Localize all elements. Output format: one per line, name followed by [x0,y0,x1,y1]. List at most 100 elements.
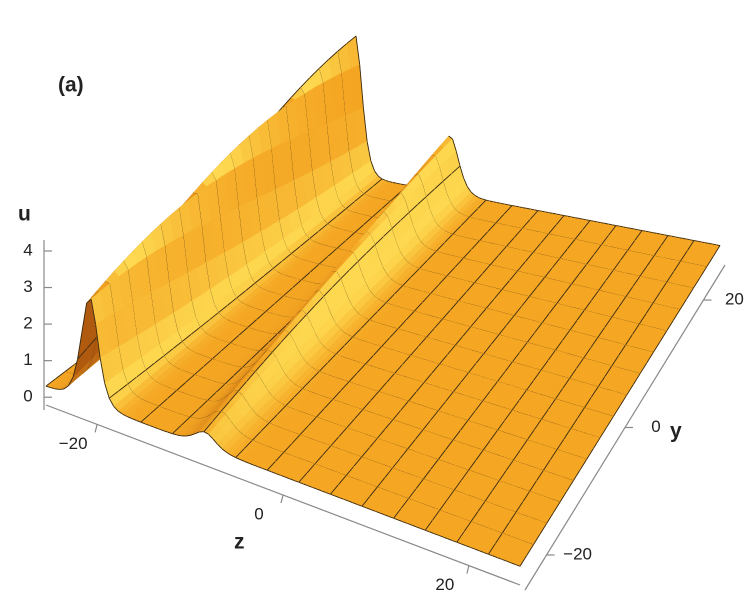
mesh-line [513,228,523,238]
mesh-line [627,227,631,229]
mesh-line [385,180,390,183]
mesh-line [508,204,513,206]
mesh-line [362,108,368,142]
mesh-line [482,198,487,201]
mesh-line [435,242,445,252]
mesh-line [393,182,397,184]
mesh-line [455,151,461,167]
mesh-line [425,188,435,198]
mesh-line [337,43,348,52]
mesh-line [345,201,356,210]
mesh-line [615,225,620,227]
mesh-line [485,199,490,202]
mesh-line [381,178,386,181]
mesh-line [575,217,579,219]
mesh-line [582,220,591,231]
mesh-line [582,218,587,221]
mesh-line [467,186,472,193]
mesh-line [586,219,591,221]
mesh-line [470,240,480,250]
mesh-line [434,181,444,190]
mesh-line [566,239,576,250]
mesh-line [374,170,379,177]
mesh-line [372,178,383,187]
mesh-line [336,208,346,217]
mesh-line [487,222,497,233]
mesh-line [630,227,635,230]
mesh-line [308,231,319,240]
mesh-line [391,220,401,230]
mesh-line [619,225,624,228]
mesh-line [327,216,337,225]
mesh-line [318,256,329,265]
mesh-line [354,224,364,234]
mesh-line [309,68,320,79]
mesh-line [589,220,594,222]
mesh-line [623,226,628,229]
mesh-line [540,233,549,244]
mesh-line [452,225,462,235]
mesh-line [363,216,373,226]
mesh-line [399,212,410,221]
mesh-line [549,212,553,214]
mesh-line [593,220,598,223]
mesh-line [460,216,470,227]
mesh-line [497,246,507,257]
mesh-line [479,231,488,242]
mesh-line [541,210,546,213]
mesh-line [290,87,301,98]
mesh-line [489,200,494,203]
mesh-line [560,214,565,216]
mesh-line [272,260,283,269]
u-axis-label: u [18,203,31,226]
mesh-line [604,222,609,225]
mesh-line [511,205,516,207]
mesh-line [400,183,405,186]
mesh-line [309,264,320,273]
mesh-line [601,222,605,224]
mesh-line [532,243,541,253]
mesh-line [354,193,365,202]
mesh-line [463,178,468,187]
mesh-line [497,202,501,204]
mesh-line [396,182,401,185]
mesh-line [290,245,301,255]
mesh-line [495,214,505,224]
mesh-line [608,223,613,226]
mesh-line [529,210,539,220]
mesh-line [537,210,542,212]
mesh-line [545,211,550,214]
mesh-line [530,208,535,211]
mesh-line [519,206,524,209]
mesh-line [567,215,572,218]
mesh-line [563,215,568,217]
mesh-line [389,192,400,202]
mesh-line [372,208,382,218]
mesh-line [608,225,617,236]
mesh-line [504,203,509,206]
mesh-line [505,237,515,248]
mesh-line [478,197,483,200]
mesh-line [515,205,520,208]
mesh-line [355,36,361,65]
mesh-line [477,199,487,209]
mesh-line [382,228,393,238]
mesh-line [500,202,505,205]
mesh-line [318,59,329,69]
y-axis-label: y [670,420,682,443]
mesh-line [281,253,292,262]
mesh-line [59,388,65,390]
mesh-line [493,201,498,204]
mesh-line [451,165,461,175]
mesh-line [612,224,617,226]
panel-label: (a) [58,74,84,97]
mesh-line [281,97,292,109]
mesh-line [571,216,576,219]
mesh-line [552,212,557,215]
mesh-line [574,229,583,240]
mesh-line [380,200,391,210]
mesh-line [336,240,346,249]
mesh-line [366,141,372,162]
